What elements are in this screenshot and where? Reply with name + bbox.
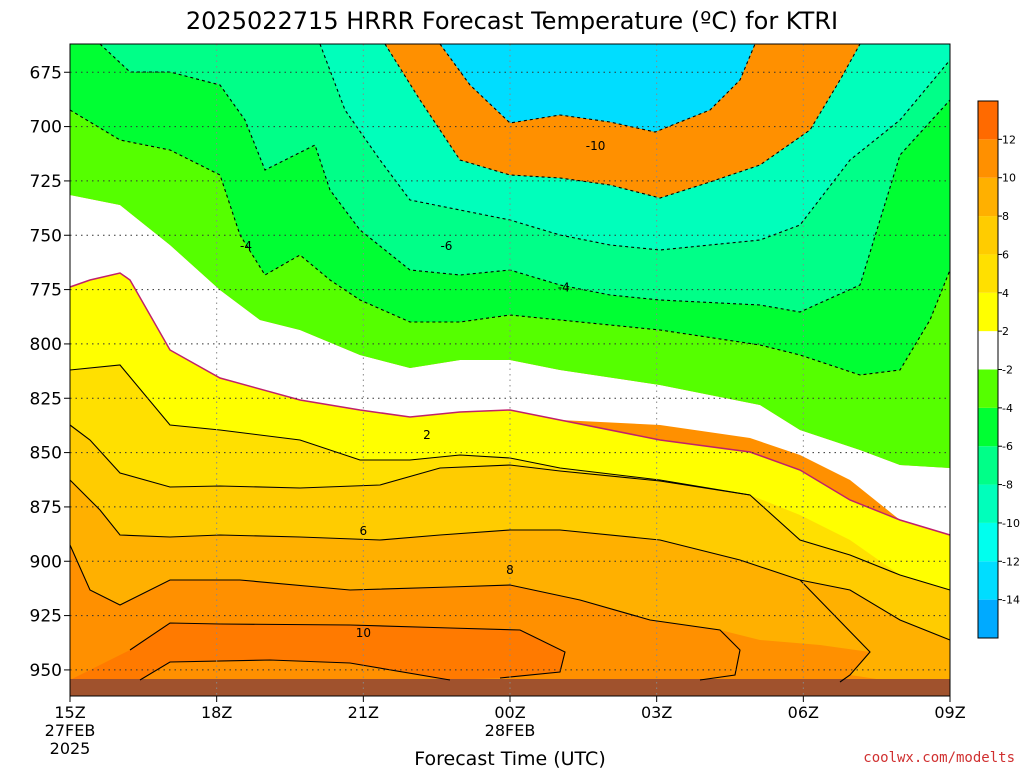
band-fill-12 bbox=[70, 623, 565, 690]
colorbar-tick-label: 12 bbox=[1002, 133, 1016, 146]
contours bbox=[69, 43, 951, 683]
contour-line-m2 bbox=[69, 364, 951, 591]
y-tick-label: 750 bbox=[30, 226, 62, 246]
band-fill-m8 bbox=[320, 44, 950, 250]
contour-line-6 bbox=[69, 479, 951, 641]
x-tick-label: 06Z bbox=[788, 703, 819, 722]
colorbar-tick-label: 6 bbox=[1002, 248, 1009, 261]
colorbar-tick-label: -14 bbox=[1002, 594, 1020, 607]
x-axis-label: Forecast Time (UTC) bbox=[414, 748, 605, 768]
colorbar-tick-label: -10 bbox=[1002, 517, 1020, 530]
colorbar-swatch bbox=[978, 177, 998, 217]
contour-label: -10 bbox=[586, 139, 606, 153]
y-tick-label: 825 bbox=[30, 389, 62, 409]
colorbar-swatch bbox=[978, 139, 998, 178]
y-tick-label: 925 bbox=[30, 607, 62, 627]
chart-title: 2025022715 HRRR Forecast Temperature (ºC… bbox=[186, 7, 838, 35]
colorbar-swatch bbox=[978, 446, 998, 485]
y-tick-label: 850 bbox=[30, 444, 62, 464]
contour-line-m8 bbox=[319, 43, 951, 251]
y-tick-label: 675 bbox=[30, 63, 62, 83]
colorbar-tick-label: -8 bbox=[1002, 479, 1013, 492]
y-axis: 675 700 725 750 775 800 825 850 875 900 925 950 bbox=[30, 63, 70, 681]
contour-label: 10 bbox=[356, 626, 371, 640]
y-tick-label: 950 bbox=[30, 661, 62, 681]
band-fill-2 bbox=[70, 273, 950, 590]
y-tick-label: 725 bbox=[30, 172, 62, 192]
colorbar-tick-label: -12 bbox=[1002, 555, 1020, 568]
band-fill-m2 bbox=[70, 110, 950, 468]
band-fill-m6 bbox=[100, 44, 950, 312]
colorbar-swatch bbox=[978, 101, 998, 140]
x-tick-date: 27FEB bbox=[45, 721, 96, 740]
x-tick-year: 2025 bbox=[50, 739, 91, 758]
band-fill-0 bbox=[70, 195, 950, 535]
x-tick-label: 09Z bbox=[934, 703, 965, 722]
contour-label: -6 bbox=[440, 239, 452, 253]
x-tick-label: 15Z bbox=[54, 703, 85, 722]
colorbar-tick-label: -2 bbox=[1002, 364, 1013, 377]
colorbar-tick-label: 8 bbox=[1002, 210, 1009, 223]
y-tick-label: 775 bbox=[30, 281, 62, 301]
contour-line-10 bbox=[129, 622, 566, 679]
colorbar-swatch bbox=[978, 407, 998, 447]
colorbar: -14 -12 -10 -8 -6 -4 -2 2 4 6 8 10 12 bbox=[977, 100, 1020, 639]
colorbar-swatch bbox=[978, 484, 998, 523]
credit-link[interactable]: coolwx.com/modelts bbox=[863, 750, 1015, 766]
x-tick-label: 21Z bbox=[348, 703, 379, 722]
colorbar-tick-label: -4 bbox=[1002, 402, 1013, 415]
y-tick-label: 800 bbox=[30, 335, 62, 355]
grid-vertical bbox=[216, 44, 804, 696]
contour-line-2 bbox=[69, 272, 951, 536]
band-fill-m10 bbox=[440, 44, 755, 132]
contour-label: 6 bbox=[360, 524, 368, 538]
contour-labels: -10 -6 -4 -4 2 6 8 10 bbox=[240, 139, 606, 640]
colorbar-swatch bbox=[978, 522, 998, 562]
y-tick-label: 900 bbox=[30, 552, 62, 572]
colorbar-swatch bbox=[978, 331, 998, 370]
y-tick-label: 875 bbox=[30, 498, 62, 518]
contour-label: -4 bbox=[240, 239, 252, 253]
contour-label: 8 bbox=[506, 563, 514, 577]
colorbar-swatch bbox=[978, 369, 998, 408]
colorbar-swatch bbox=[978, 254, 998, 293]
colorbar-swatch bbox=[978, 216, 998, 255]
x-tick-label: 03Z bbox=[641, 703, 672, 722]
contour-line-m6 bbox=[99, 43, 951, 313]
x-tick-label: 00Z bbox=[494, 703, 525, 722]
colorbar-swatch bbox=[978, 561, 998, 600]
contour-line-m10b bbox=[384, 43, 861, 199]
plot-area: -10 -6 -4 -4 2 6 8 10 bbox=[69, 43, 951, 697]
contour-label: -4 bbox=[558, 280, 570, 294]
x-tick-date: 28FEB bbox=[485, 721, 536, 740]
colorbar-tick-label: 2 bbox=[1002, 325, 1009, 338]
contour-line-12 bbox=[139, 659, 451, 681]
contour-line-m4 bbox=[69, 109, 951, 376]
colorbar-tick-label: 10 bbox=[1002, 172, 1016, 185]
colorbar-tick-label: -6 bbox=[1002, 440, 1013, 453]
x-tick-label: 18Z bbox=[201, 703, 232, 722]
contour-line-8 bbox=[69, 544, 741, 681]
contour-line-4 bbox=[69, 424, 751, 496]
contour-label: 2 bbox=[423, 428, 431, 442]
y-tick-label: 700 bbox=[30, 118, 62, 138]
colorbar-tick-label: 4 bbox=[1002, 287, 1009, 300]
colorbar-swatch bbox=[978, 599, 998, 638]
colorbar-swatch bbox=[978, 292, 998, 332]
